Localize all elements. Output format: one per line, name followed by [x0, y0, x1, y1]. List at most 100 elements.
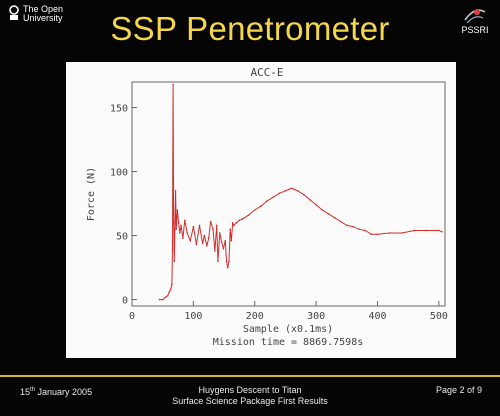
slide-title: SSP Penetrometer: [110, 10, 390, 47]
plot-frame: [131, 81, 446, 307]
chart-data-point: [214, 250, 216, 252]
chart-data-point: [284, 190, 287, 192]
chart-data-point: [172, 222, 175, 224]
chart-svg: ACC-E 0 50 100 150 0 100 200 300 400 500 Force (…: [86, 66, 448, 348]
chart-data-point: [315, 204, 317, 206]
chart-data-point: [174, 190, 177, 192]
chart-data-point: [224, 239, 227, 242]
footer-center-line2: Surface Science Package First Results: [172, 396, 328, 406]
footer-date-suffix: th: [30, 387, 36, 393]
chart-data-point: [358, 228, 360, 230]
chart-data-point: [215, 224, 218, 227]
mission-time-annotation: Mission time = 8869.7598s: [213, 337, 364, 348]
chart-data-point: [182, 237, 184, 239]
chart-data-point: [278, 192, 281, 195]
chart-data-point: [164, 296, 167, 298]
chart-data-point: [192, 225, 195, 228]
chart-data-point: [218, 232, 221, 234]
x-axis-ticks: 0 100 200 300 400 500: [129, 301, 448, 322]
chart-data-point: [241, 218, 244, 220]
y-tick-label: 150: [110, 104, 128, 115]
chart-data-point: [180, 224, 182, 227]
chart-data-point: [225, 260, 228, 262]
chart-data-point: [321, 209, 324, 211]
open-university-logo: The Open University: [8, 5, 67, 23]
chart-data-point: [172, 83, 174, 86]
y-axis-label: Force (N): [86, 167, 97, 221]
chart-data-point: [171, 247, 174, 250]
chart-data-point: [425, 229, 428, 232]
x-tick-label: 100: [184, 311, 202, 322]
chart-data-point: [207, 237, 210, 239]
x-tick-label: 400: [368, 311, 386, 322]
chart-data-point: [438, 229, 440, 232]
chart-data-point: [401, 232, 403, 234]
chart-data-point: [226, 266, 229, 269]
chart-data-point: [266, 200, 268, 202]
x-tick-label: 200: [246, 311, 264, 322]
chart-data-point: [339, 220, 342, 223]
chart-data-point: [189, 239, 192, 242]
open-university-logo-text: The Open University: [23, 4, 64, 23]
chart-data-point: [220, 241, 223, 243]
y-axis-ticks: 0 50 100 150: [110, 104, 137, 307]
chart-data-point: [352, 225, 354, 228]
chart-data-point: [233, 224, 235, 227]
chart-data-point: [231, 222, 234, 224]
chart-data-point: [169, 288, 172, 291]
chart-data-point: [183, 219, 186, 222]
footer-center: Huygens Descent to Titan Surface Science…: [130, 385, 370, 407]
chart-data-point: [290, 187, 293, 190]
chart-data-point: [309, 198, 311, 201]
chart-data-point: [203, 234, 206, 237]
footer-center-line1: Huygens Descent to Titan: [198, 385, 302, 395]
chart-data-point: [413, 229, 416, 232]
chart-data-point: [230, 239, 233, 242]
pssri-logo: PSSRI: [458, 6, 492, 35]
chart-data-point: [370, 233, 373, 236]
chart-data-point: [441, 230, 443, 233]
pssri-emblem-icon: [464, 9, 486, 24]
chart-data-point: [376, 233, 379, 236]
footer-date: 15th January 2005: [20, 385, 92, 398]
chart-data-point: [158, 298, 161, 301]
chart-data-point: [303, 193, 305, 196]
chart-data-point: [293, 188, 296, 191]
footer-rule: [0, 375, 500, 377]
chart-data-point: [171, 283, 173, 286]
chart-data-point: [260, 205, 262, 207]
chart-data-point: [228, 260, 230, 262]
chart-data-point: [388, 232, 391, 234]
chart-data-point: [161, 298, 164, 301]
y-tick-label: 50: [116, 232, 128, 243]
chart-data-point: [253, 209, 256, 211]
chart-data-point: [247, 214, 250, 216]
footer-date-day: 15: [20, 387, 31, 397]
chart-data-point: [238, 219, 241, 222]
chart-series-points: [158, 83, 443, 301]
chart-data-point: [186, 232, 189, 234]
chart-data-point: [168, 291, 171, 293]
chart-data-point: [346, 224, 348, 227]
chart-data-point: [217, 260, 219, 262]
x-tick-label: 0: [129, 311, 135, 322]
chart-data-point: [175, 228, 177, 230]
chart-data-point: [327, 213, 330, 215]
chart-data-point: [364, 229, 367, 232]
pssri-logo-text: PSSRI: [461, 25, 489, 35]
chart-data-point: [166, 294, 169, 297]
y-tick-label: 0: [122, 296, 128, 307]
chart-data-point: [201, 242, 204, 245]
footer-page-number: Page 2 of 9: [435, 385, 482, 395]
chart-data-point: [177, 222, 180, 224]
chart-data-point: [206, 245, 208, 247]
chart-data-point: [174, 222, 176, 224]
chart-data-point: [209, 220, 212, 223]
chart-data-point: [173, 260, 176, 262]
chart-data-point: [272, 196, 274, 198]
footer-date-rest: January 2005: [35, 387, 93, 397]
open-university-emblem-icon: [8, 5, 20, 21]
x-tick-label: 500: [430, 311, 448, 322]
chart-data-point: [179, 232, 181, 234]
chart-data-point: [333, 216, 336, 219]
